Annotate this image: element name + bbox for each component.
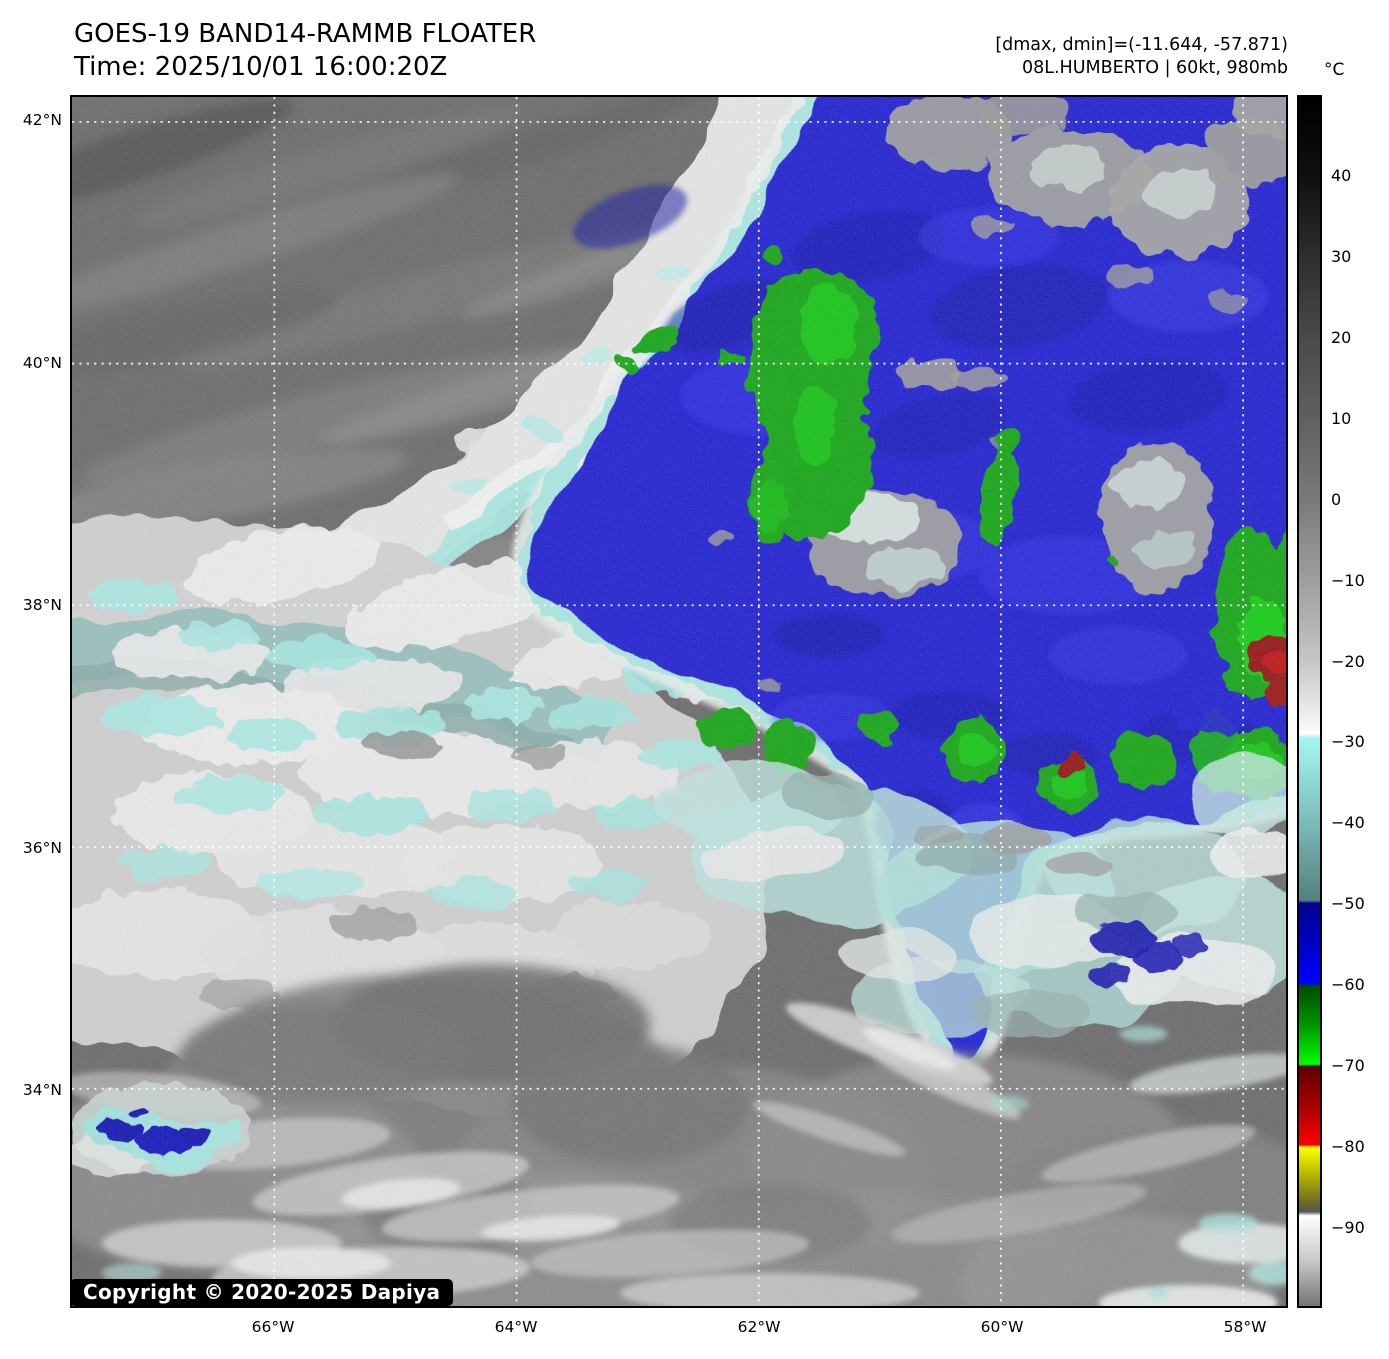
- lat-tick-label-36: 36°N: [22, 838, 62, 857]
- colorbar-tick--30: −30: [1331, 732, 1365, 752]
- lat-tick-label-42: 42°N: [22, 111, 62, 129]
- grain-overlay: [72, 97, 1286, 1306]
- lon-tick-label-64: 64°W: [494, 1318, 538, 1336]
- colorbar-tick--40: −40: [1331, 813, 1365, 833]
- annotation-block: [dmax, dmin]=(-11.644, -57.871) 08L.HUMB…: [995, 34, 1288, 80]
- colorbar-tick-0: 0: [1331, 489, 1342, 509]
- lat-tick-label-38: 38°N: [22, 596, 62, 614]
- colorbar-unit-label: °C: [1324, 60, 1345, 80]
- colorbar-gradient: [1299, 97, 1320, 1306]
- figure-title: GOES-19 BAND14-RAMMB FLOATER: [74, 19, 537, 49]
- lon-tick-label-60: 60°W: [980, 1318, 1024, 1336]
- copyright-badge: Copyright © 2020-2025 Dapiya: [72, 1279, 454, 1306]
- colorbar-tick--80: −80: [1331, 1136, 1365, 1156]
- lon-tick-label-62: 62°W: [737, 1318, 781, 1336]
- title-block: GOES-19 BAND14-RAMMB FLOATER Time: 2025/…: [74, 18, 536, 84]
- lat-tick-label-40: 40°N: [22, 353, 62, 372]
- lon-tick-label-58: 58°W: [1223, 1318, 1267, 1336]
- colorbar-tick--50: −50: [1331, 894, 1365, 914]
- map-panel: Copyright © 2020-2025 Dapiya: [70, 95, 1288, 1308]
- colorbar-tick-30: 30: [1331, 247, 1352, 267]
- colorbar-tick--70: −70: [1331, 1055, 1365, 1075]
- colorbar-tick-20: 20: [1331, 328, 1352, 348]
- dmax-dmin-annotation: [dmax, dmin]=(-11.644, -57.871): [995, 35, 1288, 55]
- colorbar-tick--10: −10: [1331, 570, 1365, 590]
- lat-tick-label-34: 34°N: [22, 1081, 62, 1099]
- colorbar-tick-40: 40: [1331, 166, 1352, 186]
- satellite-imagery: [72, 97, 1286, 1306]
- colorbar-tick-10: 10: [1331, 408, 1352, 428]
- lon-tick-label-66: 66°W: [251, 1318, 295, 1336]
- colorbar-tick--90: −90: [1331, 1217, 1365, 1237]
- graticule: [72, 97, 1286, 1306]
- colorbar-tick--60: −60: [1331, 975, 1365, 995]
- storm-info-annotation: 08L.HUMBERTO | 60kt, 980mb: [1021, 58, 1288, 78]
- colorbar-tick--20: −20: [1331, 651, 1365, 671]
- colorbar: [1297, 95, 1322, 1308]
- figure-timestamp: Time: 2025/10/01 16:00:20Z: [74, 52, 448, 82]
